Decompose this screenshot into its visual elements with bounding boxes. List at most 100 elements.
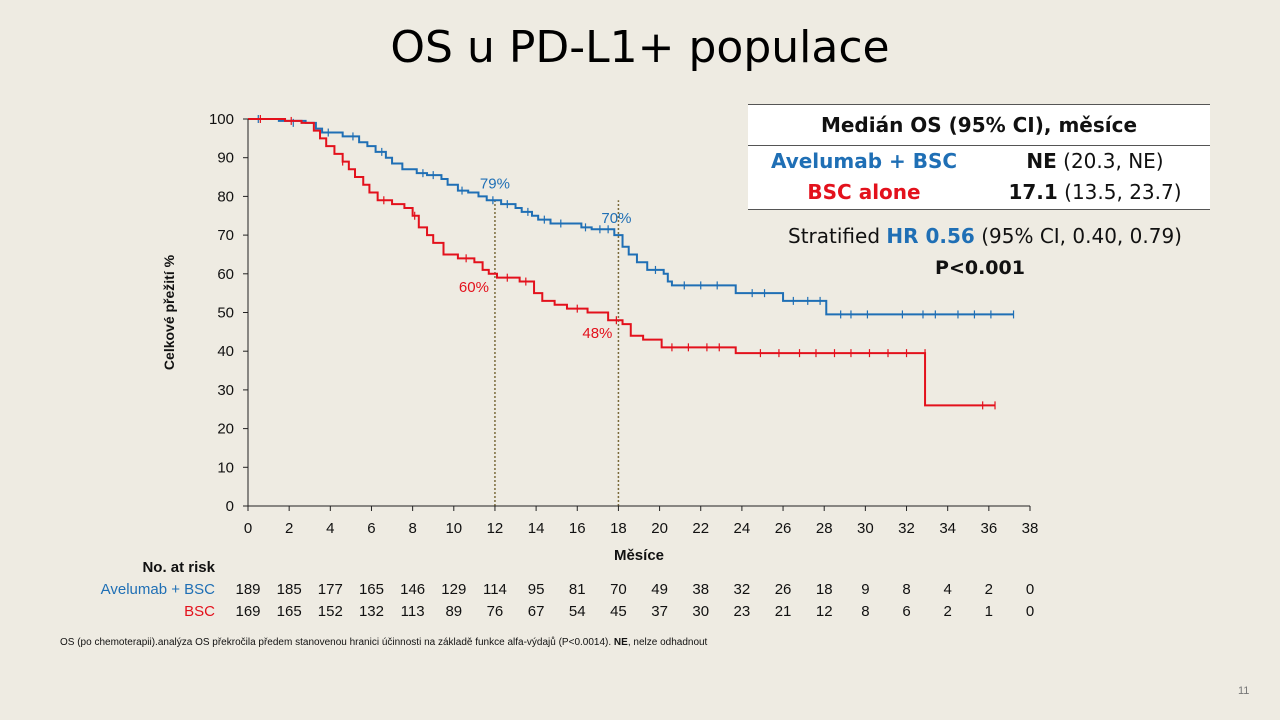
risk-count: 177	[318, 581, 343, 598]
risk-table-title: No. at risk	[142, 559, 215, 576]
risk-count: 9	[861, 581, 869, 598]
risk-count: 146	[400, 581, 425, 598]
x-tick-label: 6	[367, 520, 375, 537]
x-tick-label: 38	[1022, 520, 1039, 537]
x-tick-label: 12	[487, 520, 504, 537]
risk-count: 76	[487, 603, 504, 620]
risk-count: 2	[985, 581, 993, 598]
y-tick-label: 50	[217, 305, 234, 322]
percent-annotation: 70%	[601, 210, 631, 227]
page-number: 11	[1238, 685, 1250, 697]
x-tick-label: 14	[528, 520, 545, 537]
x-tick-label: 20	[651, 520, 668, 537]
median-os-table: Medián OS (95% CI), měsíce Avelumab + BS…	[748, 104, 1210, 210]
risk-row-label: BSC	[184, 603, 215, 620]
risk-count: 18	[816, 581, 833, 598]
y-tick-label: 40	[217, 343, 234, 360]
x-tick-label: 0	[244, 520, 252, 537]
risk-count: 67	[528, 603, 545, 620]
median-value: NE (20.3, NE)	[1026, 149, 1164, 173]
risk-count: 30	[692, 603, 709, 620]
risk-count: 4	[944, 581, 952, 598]
slide-title: OS u PD-L1+ populace	[390, 22, 890, 73]
risk-count: 26	[775, 581, 792, 598]
median-arm-label: BSC alone	[807, 180, 921, 204]
annotations: 79% 70% 60% 48%	[459, 175, 632, 342]
x-axis-label: Měsíce	[614, 547, 664, 564]
km-curve-avelumab	[248, 118, 1014, 316]
risk-count: 95	[528, 581, 545, 598]
risk-count: 21	[775, 603, 792, 620]
median-value: 17.1 (13.5, 23.7)	[1008, 180, 1182, 204]
risk-count: 23	[734, 603, 751, 620]
risk-count: 89	[445, 603, 462, 620]
risk-count: 37	[651, 603, 668, 620]
x-tick-label: 4	[326, 520, 334, 537]
risk-count: 114	[483, 581, 507, 598]
risk-count: 54	[569, 603, 586, 620]
y-tick-label: 90	[217, 150, 234, 167]
risk-count: 132	[359, 603, 384, 620]
x-tick-label: 18	[610, 520, 627, 537]
x-tick-label: 26	[775, 520, 792, 537]
median-table-header: Medián OS (95% CI), měsíce	[748, 105, 1210, 146]
percent-annotation: 60%	[459, 279, 489, 296]
x-tick-label: 8	[408, 520, 416, 537]
x-tick-label: 32	[898, 520, 915, 537]
risk-count: 165	[359, 581, 384, 598]
risk-count: 165	[277, 603, 302, 620]
hazard-ratio: Stratified HR 0.56 (95% CI, 0.40, 0.79)	[788, 224, 1182, 248]
x-tick-label: 30	[857, 520, 874, 537]
median-arm-label: Avelumab + BSC	[770, 149, 958, 173]
risk-count: 38	[692, 581, 709, 598]
y-tick-label: 60	[217, 266, 234, 283]
y-tick-label: 0	[226, 498, 234, 515]
risk-count: 0	[1026, 581, 1034, 598]
percent-annotation: 48%	[582, 325, 612, 342]
risk-count: 32	[734, 581, 751, 598]
median-row-bsc: BSC alone 17.1 (13.5, 23.7)	[748, 177, 1210, 208]
percent-annotation: 79%	[480, 175, 510, 192]
risk-count: 8	[861, 603, 869, 620]
y-tick-label: 20	[217, 421, 234, 438]
median-row-avelumab: Avelumab + BSC NE (20.3, NE)	[748, 146, 1210, 177]
footnote: OS (po chemoterapii).analýza OS překroči…	[60, 637, 708, 648]
survival-curves	[248, 115, 1015, 410]
risk-count: 6	[902, 603, 910, 620]
risk-row-label: Avelumab + BSC	[101, 581, 216, 598]
p-value: P<0.001	[935, 257, 1025, 279]
x-tick-label: 36	[980, 520, 997, 537]
y-tick-label: 10	[217, 459, 234, 476]
y-tick-label: 80	[217, 188, 234, 205]
km-curve-bsc	[248, 118, 996, 407]
risk-count: 1	[985, 603, 993, 620]
risk-count: 129	[441, 581, 466, 598]
x-tick-label: 28	[816, 520, 833, 537]
risk-count: 2	[944, 603, 952, 620]
risk-count: 152	[318, 603, 343, 620]
risk-count: 12	[816, 603, 833, 620]
risk-count: 45	[610, 603, 627, 620]
risk-count: 0	[1026, 603, 1034, 620]
y-tick-label: 100	[209, 111, 234, 128]
x-tick-label: 24	[734, 520, 751, 537]
risk-count: 189	[235, 581, 260, 598]
x-tick-label: 2	[285, 520, 293, 537]
risk-count: 49	[651, 581, 668, 598]
risk-count: 169	[235, 603, 260, 620]
x-tick-label: 22	[692, 520, 709, 537]
risk-count: 70	[610, 581, 627, 598]
x-tick-label: 10	[445, 520, 462, 537]
y-axis-label: Celkové přežití %	[161, 254, 177, 370]
risk-count: 185	[277, 581, 302, 598]
risk-count: 81	[569, 581, 586, 598]
reference-lines	[494, 200, 620, 506]
risk-count: 113	[401, 603, 425, 620]
x-tick-label: 34	[939, 520, 956, 537]
x-tick-label: 16	[569, 520, 586, 537]
risk-count: 8	[902, 581, 910, 598]
y-tick-label: 70	[217, 227, 234, 244]
